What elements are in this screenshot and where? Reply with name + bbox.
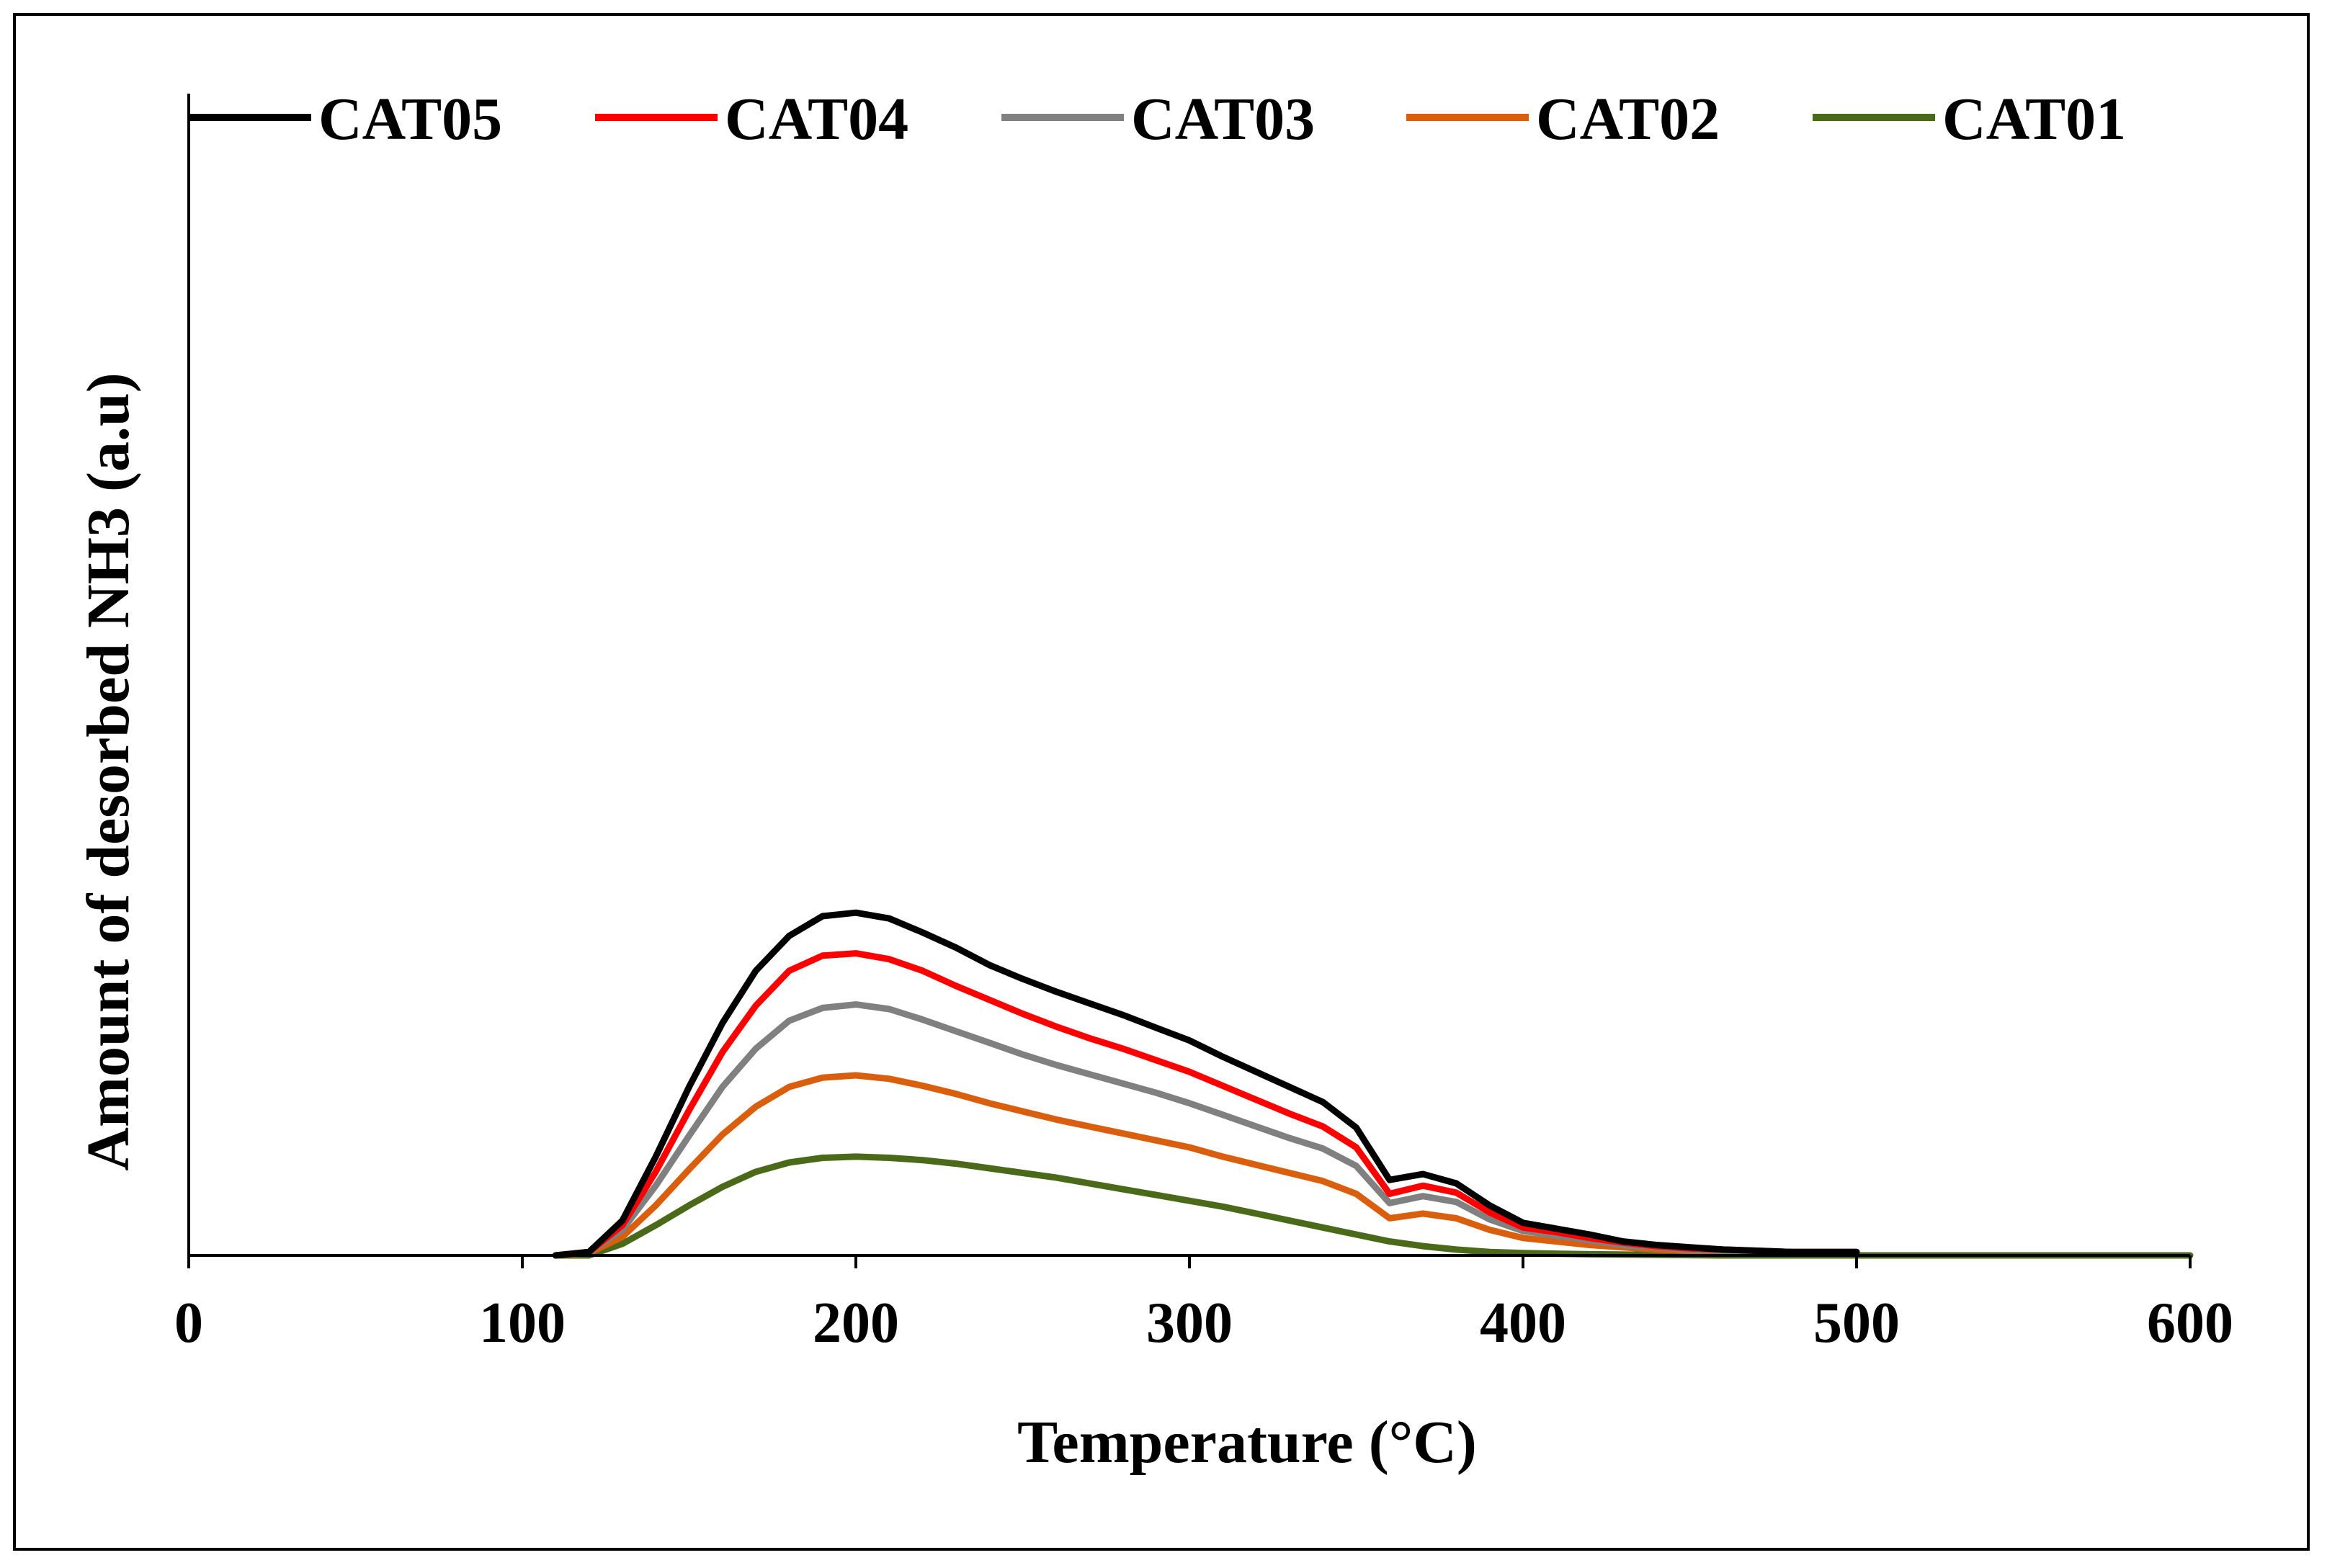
legend-label-cat03: CAT03 — [1131, 86, 1315, 153]
x-tick-label: 400 — [1480, 1291, 1566, 1355]
series-line-cat04 — [552, 950, 1860, 1259]
chart-frame — [13, 13, 2310, 1551]
series-line-cat03 — [552, 1001, 1860, 1259]
x-tick-label: 200 — [813, 1291, 899, 1355]
legend: CAT05 CAT04 CAT03 CAT02 CAT01 — [189, 86, 2126, 153]
series-line-cat05 — [552, 909, 1860, 1259]
x-axis-label: Temperature (°C) — [1017, 1409, 1477, 1476]
y-axis-label: Amount of desorbed NH3 (a.u) — [75, 372, 142, 1170]
legend-label-cat01: CAT01 — [1942, 86, 2126, 153]
legend-label-cat04: CAT04 — [725, 86, 908, 153]
x-tick-label: 100 — [479, 1291, 566, 1355]
series-layer — [552, 909, 2194, 1259]
legend-label-cat02: CAT02 — [1536, 86, 1720, 153]
series-line-cat02 — [552, 1072, 1860, 1259]
x-tick-label: 300 — [1146, 1291, 1233, 1355]
legend-label-cat05: CAT05 — [318, 86, 502, 153]
axis-layer — [187, 94, 2190, 1257]
x-tick-label: 500 — [1813, 1291, 1900, 1355]
x-tick-layer: 0 100 200 300 400 500 600 — [174, 1255, 2233, 1355]
x-tick-label: 0 — [174, 1291, 203, 1355]
x-tick-label: 600 — [2147, 1291, 2233, 1355]
